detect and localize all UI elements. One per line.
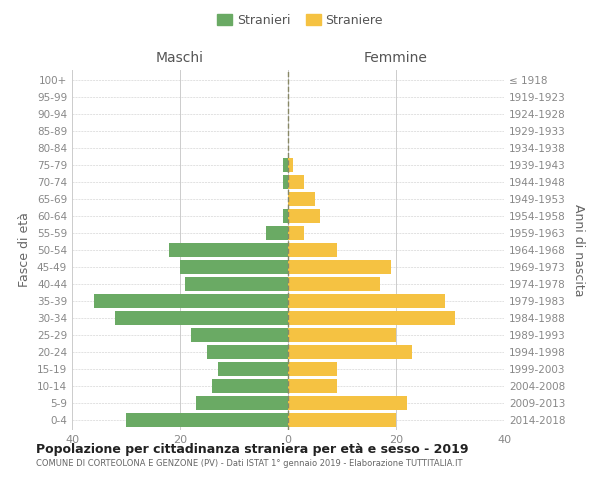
- Bar: [288, 277, 380, 291]
- Bar: [288, 209, 320, 223]
- Y-axis label: Fasce di età: Fasce di età: [19, 212, 31, 288]
- Legend: Stranieri, Straniere: Stranieri, Straniere: [212, 8, 388, 32]
- Bar: [288, 328, 396, 342]
- Bar: [191, 328, 288, 342]
- Bar: [288, 396, 407, 409]
- Bar: [283, 158, 288, 172]
- Bar: [126, 413, 288, 426]
- Text: Popolazione per cittadinanza straniera per età e sesso - 2019: Popolazione per cittadinanza straniera p…: [36, 442, 469, 456]
- Text: Maschi: Maschi: [156, 51, 204, 65]
- Bar: [288, 413, 396, 426]
- Bar: [196, 396, 288, 409]
- Bar: [283, 176, 288, 189]
- Bar: [283, 209, 288, 223]
- Bar: [288, 158, 293, 172]
- Bar: [115, 311, 288, 324]
- Bar: [288, 176, 304, 189]
- Bar: [288, 311, 455, 324]
- Bar: [180, 260, 288, 274]
- Text: COMUNE DI CORTEOLONA E GENZONE (PV) - Dati ISTAT 1° gennaio 2019 - Elaborazione : COMUNE DI CORTEOLONA E GENZONE (PV) - Da…: [36, 459, 463, 468]
- Text: Femmine: Femmine: [364, 51, 428, 65]
- Bar: [288, 260, 391, 274]
- Bar: [288, 345, 412, 358]
- Y-axis label: Anni di nascita: Anni di nascita: [572, 204, 585, 296]
- Bar: [207, 345, 288, 358]
- Bar: [288, 226, 304, 240]
- Bar: [288, 379, 337, 392]
- Bar: [169, 243, 288, 257]
- Bar: [218, 362, 288, 376]
- Bar: [185, 277, 288, 291]
- Bar: [94, 294, 288, 308]
- Bar: [266, 226, 288, 240]
- Bar: [288, 243, 337, 257]
- Bar: [212, 379, 288, 392]
- Bar: [288, 192, 315, 206]
- Bar: [288, 362, 337, 376]
- Bar: [288, 294, 445, 308]
